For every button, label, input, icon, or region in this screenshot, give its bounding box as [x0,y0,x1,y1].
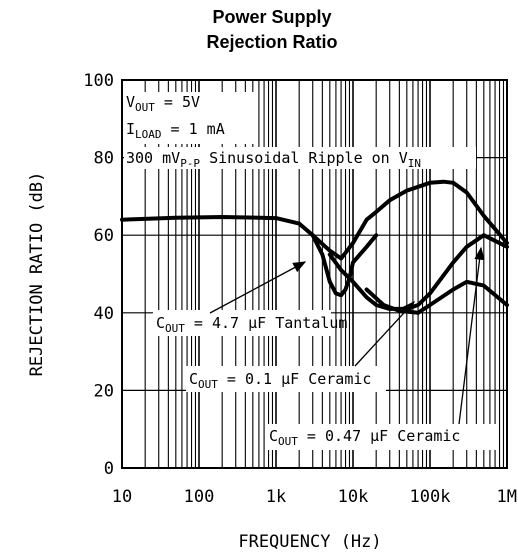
y-tick-label: 60 [94,226,114,246]
plot-frame [121,79,508,469]
vout-label: VOUT = 5V [126,93,200,114]
y-tick-label: 40 [94,304,114,324]
label-0-47uF-ceramic: COUT = 0.47 µF Ceramic [269,427,460,448]
label-4-7uF-tantalum: COUT = 4.7 µF Tantalum [156,314,347,335]
series-group [120,179,509,315]
grid [122,80,507,468]
x-tick-label: 100k [410,487,451,507]
x-tick-label: 1M [497,487,517,507]
condition-labels: VOUT = 5V ILOAD = 1 mA 300 mVP-P Sinusoi… [124,92,476,170]
y-tick-label: 80 [94,149,114,169]
chart-title-line1: Power Supply [212,7,331,27]
ripple-label: 300 mVP-P Sinusoidal Ripple on VIN [126,149,421,170]
y-tick-labels: 0 20 40 60 80 100 [83,71,114,479]
iload-label: ILOAD = 1 mA [126,120,225,141]
series-line-3 [364,279,509,315]
x-axis-label: FREQUENCY (Hz) [238,532,381,552]
y-axis-label: REJECTION RATIO (dB) [27,172,47,377]
arrow-4-7uF [209,261,307,314]
series-line-0 [120,215,379,298]
arrow-0-47uF [458,246,485,425]
annotation-arrows [209,246,485,425]
x-tick-label: 10k [338,487,369,507]
y-tick-label: 0 [104,459,114,479]
y-tick-label: 20 [94,381,114,401]
arrow-0-1uF [354,301,415,367]
series-labels: COUT = 4.7 µF Tantalum COUT = 0.1 µF Cer… [153,310,498,450]
x-tick-label: 1k [266,487,286,507]
x-tick-labels: 10 100 1k 10k 100k 1M [112,487,517,507]
label-0-1uF-ceramic: COUT = 0.1 µF Ceramic [189,370,371,391]
series-line-1 [310,179,509,261]
y-tick-label: 100 [83,71,114,91]
chart-title-line2: Rejection Ratio [206,32,337,52]
x-tick-label: 100 [184,487,215,507]
x-tick-label: 10 [112,487,132,507]
